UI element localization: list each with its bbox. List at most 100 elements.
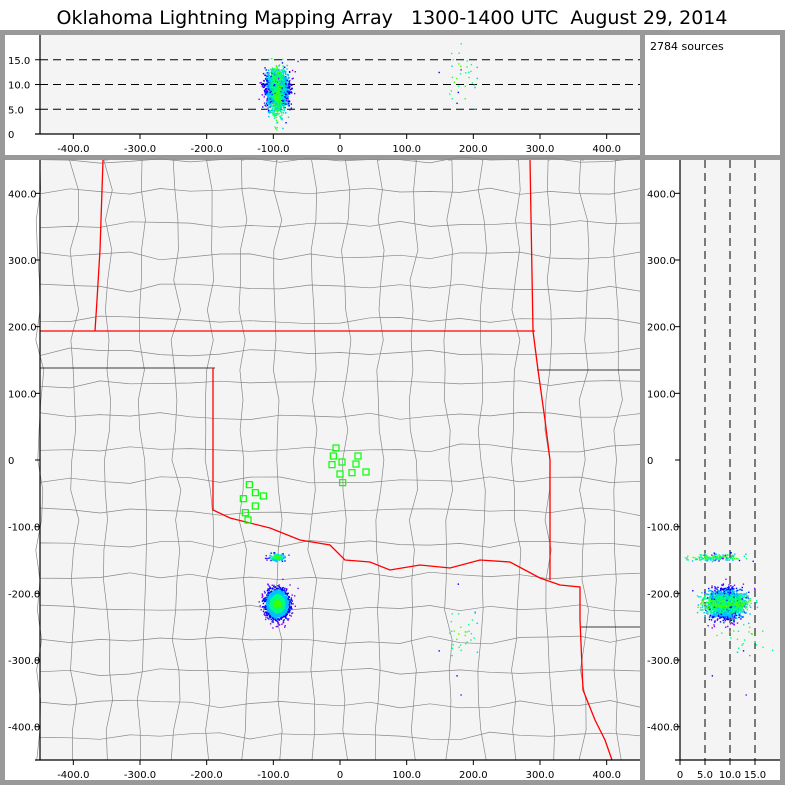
source-point-ew [268,73,270,75]
source-point-ns [704,598,706,600]
source-point-ns [707,604,710,606]
source-point-ns [711,590,714,593]
source-point-ns [726,588,728,591]
source-point-plan [282,578,284,581]
source-point-ns [724,591,726,593]
source-point-plan [271,596,273,598]
source-point-ns [725,578,727,581]
source-point-ns [700,609,703,611]
source-point-ns [735,614,738,617]
source-point-ew [276,101,278,104]
source-point-plan [280,615,283,617]
source-point-ew [271,101,273,103]
source-point-ew [282,74,284,77]
county-line [69,159,80,760]
source-point-ns [704,593,707,596]
source-point-plan [284,624,286,627]
source-point-ns [741,605,743,607]
source-point-ns [707,612,709,614]
source-point-plan [288,601,290,603]
source-point-ns [704,603,707,605]
source-point-ns [729,590,731,592]
source-point-ew [269,106,272,108]
source-point-ns [705,606,708,608]
source-point-ns [709,606,711,608]
county-line [340,159,352,761]
source-point-ew [283,92,286,94]
source-point-ns [692,590,694,592]
source-point-ns [743,606,746,608]
source-point-ew [265,76,268,79]
county-line [39,347,641,357]
source-point-ns [714,586,716,588]
source-point-ns [726,615,728,617]
source-point-ew [286,68,288,70]
source-point-ew [282,65,284,67]
source-point-plan [273,584,275,587]
source-point-ns [719,594,721,596]
source-point-ns [717,597,719,599]
source-point-plan [291,600,293,602]
source-point-ns [739,605,741,608]
source-point-plan [265,596,267,599]
source-point-ns [745,595,748,597]
source-point-ns [745,597,747,599]
source-point-plan [276,621,279,623]
source-point-ns [711,585,713,587]
source-point-ew [267,73,269,75]
source-point-ew [283,66,286,68]
source-point-ew [281,106,283,109]
source-point-ew [287,116,290,118]
source-point-ns [716,596,718,598]
source-point-ew [280,69,282,71]
source-point-ew [290,87,292,90]
source-point-ns [735,591,738,593]
source-point-plan [267,592,269,595]
source-point-plan [263,608,265,610]
source-point-ew [263,90,266,92]
county-line [544,159,555,761]
county-line [35,159,45,761]
source-point-ns [739,588,741,591]
source-point-plan [294,605,296,607]
source-point-ew [281,58,284,61]
county-lines [35,156,641,761]
county-line [443,159,453,761]
source-point-ns [739,604,742,607]
source-point-plan [273,586,275,588]
source-point-ns [704,606,706,608]
source-point-plan [262,610,265,613]
source-point-ew [268,93,270,96]
source-point-plan [292,603,294,605]
county-line [39,476,641,484]
source-point-ns [723,588,725,590]
source-point-ns [721,584,723,586]
source-point-ns [713,616,715,618]
source-point-ns [702,603,704,605]
source-point-ew [270,103,272,106]
source-point-ew [281,101,284,104]
source-point-ns [729,615,731,618]
source-point-plan [282,622,284,624]
county-line [136,159,148,761]
source-point-ew [288,82,291,85]
source-point-ew [286,103,289,105]
source-point-plan [284,605,287,607]
source-point-ns [713,625,716,628]
source-point-ns [712,607,715,609]
chart-title: Oklahoma Lightning Mapping Array 1300-14… [57,7,728,29]
source-point-ns [717,590,719,593]
source-point-ew [261,94,264,96]
source-point-ns [749,599,751,602]
source-point-plan [268,585,270,587]
source-point-plan [269,587,272,590]
source-point-ns [722,595,724,597]
source-point-ew [274,103,277,106]
source-point-ew [287,73,289,76]
source-point-ns [729,591,732,593]
county-line [272,159,283,761]
source-point-ew [271,77,273,79]
source-point-ew [265,94,268,96]
source-point-ns [739,593,741,595]
source-point-ns [705,605,708,607]
